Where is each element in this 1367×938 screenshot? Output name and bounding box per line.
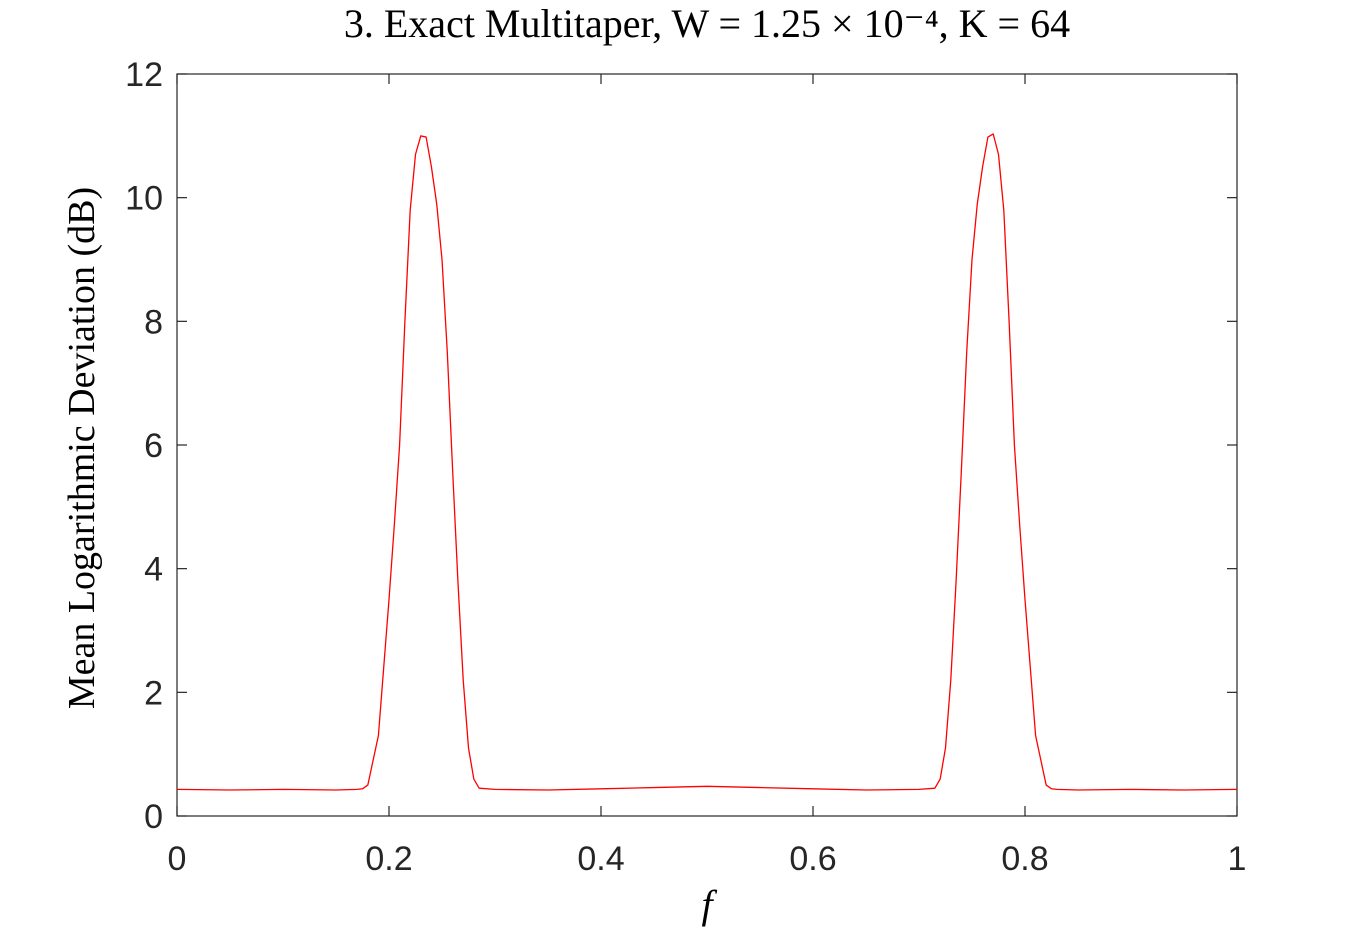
data-line (176, 133, 1238, 791)
y-tick-label: 2 (144, 674, 163, 712)
y-axis-label: Mean Logarithmic Deviation (dB) (61, 187, 103, 709)
x-tick-label: 0.2 (365, 840, 412, 878)
y-tick-label: 0 (144, 798, 163, 836)
x-tick-label: 0.6 (789, 840, 836, 878)
y-tick-label: 4 (144, 551, 163, 589)
y-tick-label: 10 (125, 180, 163, 218)
x-tick-label: 0 (168, 840, 187, 878)
y-tick-label: 12 (125, 56, 163, 94)
x-tick-label: 0.4 (577, 840, 624, 878)
y-tick-label: 8 (144, 303, 163, 341)
axes-box (176, 73, 1238, 817)
x-tick-label: 1 (1228, 840, 1247, 878)
y-tick-label: 6 (144, 427, 163, 465)
chart-title: 3. Exact Multitaper, W = 1.25 × 10⁻⁴, K … (344, 1, 1070, 46)
x-tick-label: 0.8 (1001, 840, 1048, 878)
x-axis-label: f (701, 882, 717, 927)
